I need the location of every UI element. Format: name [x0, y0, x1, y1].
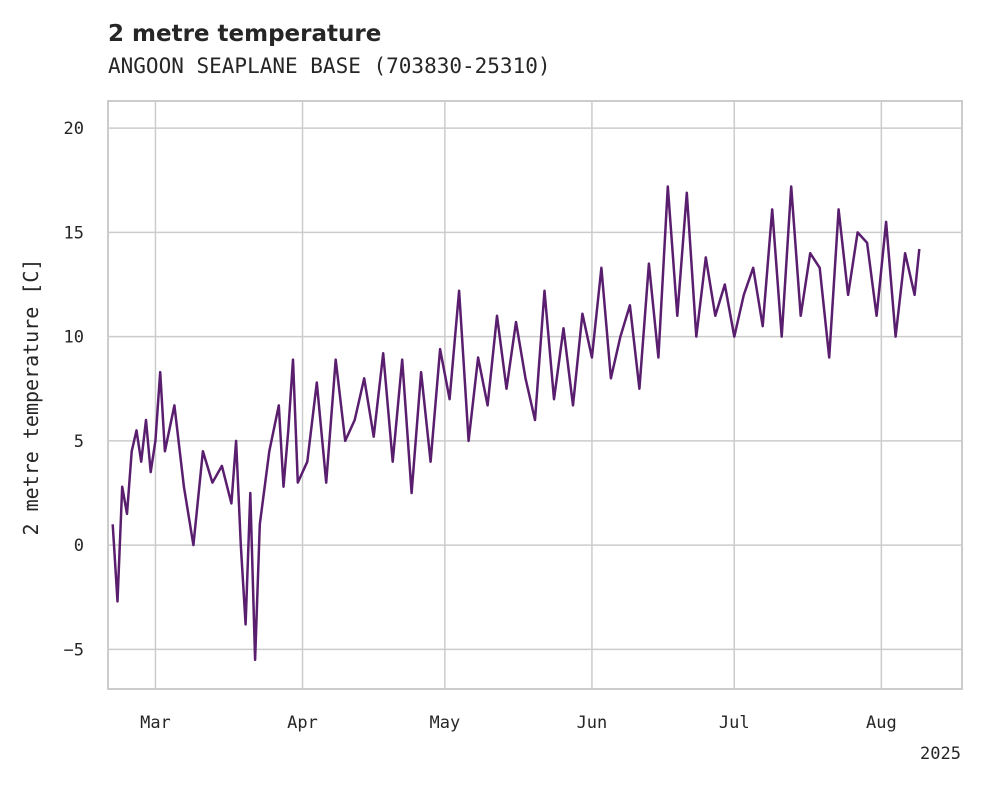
x-axis-year-label: 2025 — [920, 744, 961, 764]
y-tick-label: 15 — [64, 223, 84, 243]
y-tick-label: 5 — [74, 432, 84, 452]
x-tick-label: Jul — [719, 713, 750, 733]
x-tick-label: May — [429, 713, 460, 733]
chart-subtitle: ANGOON SEAPLANE BASE (703830-25310) — [108, 54, 551, 78]
x-tick-label: Mar — [140, 713, 171, 733]
x-tick-label: Aug — [866, 713, 897, 733]
chart-title: 2 metre temperature — [108, 21, 381, 47]
grid-layer — [108, 101, 962, 689]
x-tick-label: Apr — [287, 713, 318, 733]
y-axis-label: 2 metre temperature [C] — [19, 259, 43, 536]
y-tick-label: 0 — [74, 536, 84, 556]
x-tick-label: Jun — [577, 713, 608, 733]
plot-frame — [107, 100, 963, 690]
x-tick-labels: Mar Apr May Jun Jul Aug — [140, 713, 897, 733]
y-tick-labels: −5 0 5 10 15 20 — [64, 119, 84, 660]
series-layer — [111, 185, 921, 662]
y-tick-label: 10 — [64, 328, 84, 348]
y-tick-label: −5 — [64, 640, 84, 660]
y-tick-label: 20 — [64, 119, 84, 139]
temperature-series-line — [111, 185, 921, 662]
